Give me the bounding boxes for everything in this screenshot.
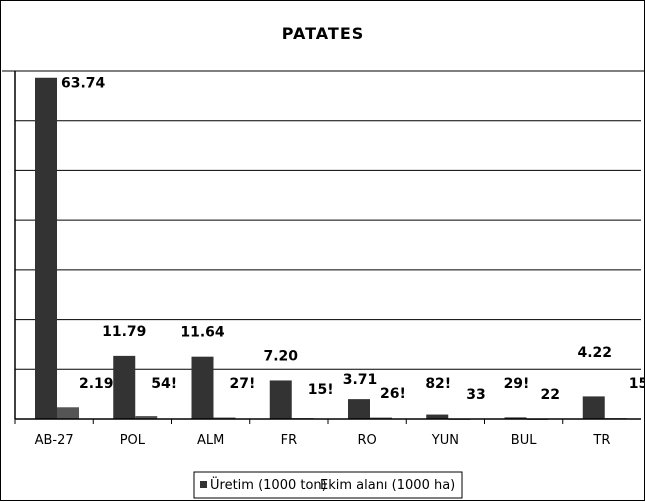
chart-title: PATATES xyxy=(282,24,365,43)
bar-uretim-pol xyxy=(113,355,136,419)
legend-swatch-uretim xyxy=(200,481,207,488)
value-label-ekim-yun: 33 xyxy=(466,387,485,403)
value-label-uretim-alm: 11.64 xyxy=(180,325,225,341)
bar-ekim-pol xyxy=(135,416,158,419)
bar-uretim-ab-27 xyxy=(35,77,57,419)
x-tick-alm: ALM xyxy=(197,433,224,448)
value-label-uretim-ab-27: 63.74 xyxy=(61,76,106,92)
value-label-uretim-ro: 3.71 xyxy=(343,372,378,388)
bar-uretim-ro xyxy=(348,399,370,419)
value-label-uretim-fr: 7.20 xyxy=(263,348,298,364)
bar-uretim-bul xyxy=(504,417,527,419)
legend-label-ekim: Ekim alanı (1000 ha) xyxy=(320,478,455,493)
x-tick-bul: BUL xyxy=(511,433,537,448)
value-label-uretim-tr: 4.22 xyxy=(577,345,612,361)
x-tick-ro: RO xyxy=(357,433,376,448)
x-tick-ab-27: AB-27 xyxy=(35,433,74,448)
value-label-ekim-tr: 15! xyxy=(629,376,645,392)
bar-uretim-tr xyxy=(582,396,605,419)
value-label-ekim-alm: 27! xyxy=(230,376,256,392)
bar-uretim-fr xyxy=(269,380,292,419)
x-tick-pol: POL xyxy=(120,433,146,448)
x-tick-yun: YUN xyxy=(431,433,459,448)
value-label-ekim-pol: 54! xyxy=(151,376,177,392)
value-label-uretim-yun: 82! xyxy=(425,376,451,392)
bar-uretim-alm xyxy=(191,356,214,419)
bar-ekim-ab-27 xyxy=(57,407,79,419)
x-tick-labels: AB-27 POL ALM FR RO YUN BUL TR xyxy=(14,419,610,448)
value-label-ekim-ab-27: 2.19 xyxy=(79,376,114,392)
value-label-ekim-fr: 15! xyxy=(308,382,334,398)
value-label-ekim-ro: 26! xyxy=(380,386,406,402)
bar-uretim-yun xyxy=(426,414,449,419)
legend-label-uretim: Üretim (1000 ton) xyxy=(210,476,327,493)
x-tick-tr: TR xyxy=(592,433,610,448)
value-label-uretim-bul: 29! xyxy=(504,376,530,392)
legend-box xyxy=(193,471,463,499)
value-label-uretim-pol: 11.79 xyxy=(102,324,146,340)
value-label-ekim-bul: 22 xyxy=(541,387,560,403)
legend: Üretim (1000 ton) Ekim alanı (1000 ha) xyxy=(193,471,463,499)
bars xyxy=(35,77,627,420)
x-tick-fr: FR xyxy=(281,433,298,448)
